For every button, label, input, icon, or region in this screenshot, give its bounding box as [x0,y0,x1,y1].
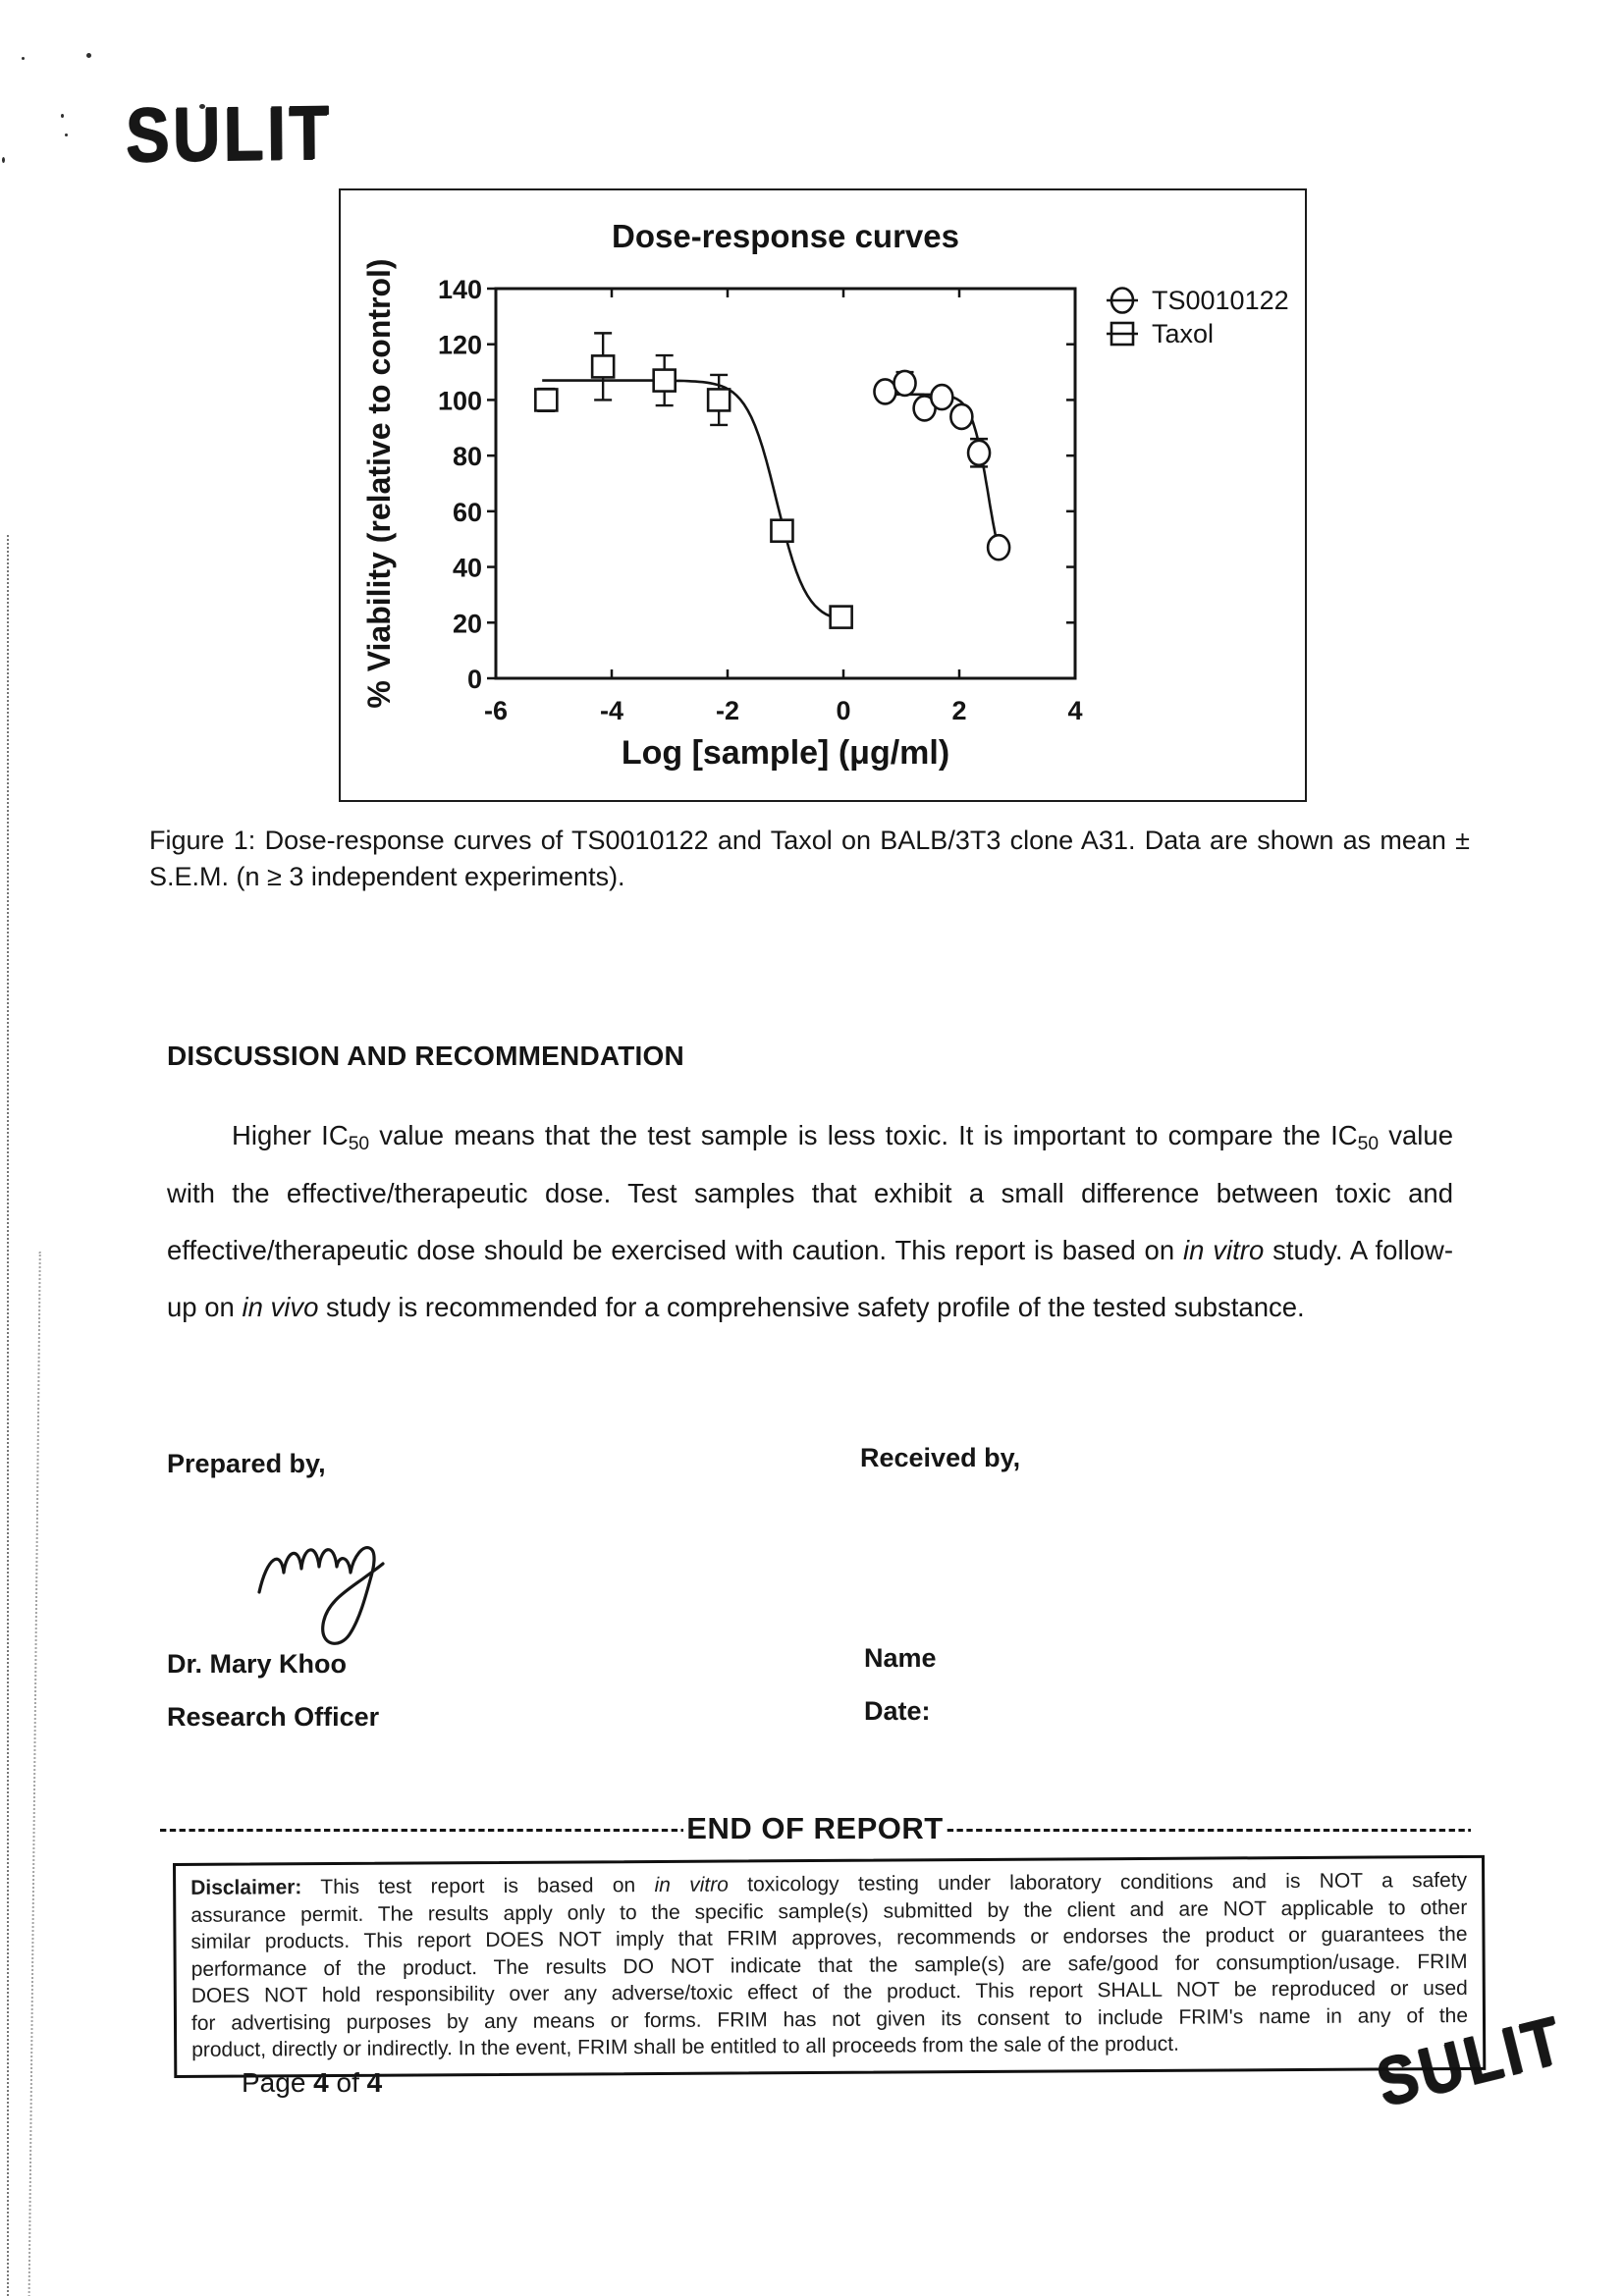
svg-text:60: 60 [453,498,482,527]
svg-text:100: 100 [438,386,482,415]
discussion-heading: DISCUSSION AND RECOMMENDATION [167,1041,684,1071]
svg-text:-4: -4 [600,696,623,725]
svg-text:Log [sample] (μg/ml): Log [sample] (μg/ml) [622,734,949,772]
svg-text:Taxol: Taxol [1152,319,1214,348]
sulit-stamp-top: SULIT [125,88,334,178]
prepared-name: Dr. Mary Khoo [167,1649,348,1679]
prepared-title: Research Officer [167,1702,380,1732]
discussion-paragraph: Higher IC50 value means that the test sa… [167,1120,1453,1323]
scan-artifact [86,53,91,58]
scan-artifact [61,114,64,118]
svg-text:140: 140 [438,275,482,304]
svg-text:TS0010122: TS0010122 [1152,286,1289,315]
disclaimer-box: Disclaimer: This test report is based on… [173,1854,1487,2078]
scan-artifact-line [7,535,9,2296]
end-of-report-label: END OF REPORT [686,1811,944,1845]
page-number: Page 4 of 4 [242,2067,383,2098]
svg-text:4: 4 [1067,696,1082,725]
svg-text:-6: -6 [484,696,508,725]
svg-text:% Viability (relative to contr: % Viability (relative to control) [361,258,397,708]
end-of-report-dashes-right: ----------------------------------------… [946,1814,1471,1842]
svg-text:2: 2 [951,696,966,725]
figure-caption: Figure 1: Dose-response curves of TS0010… [149,823,1475,896]
svg-text:0: 0 [836,696,850,725]
svg-text:-2: -2 [716,696,739,725]
received-by-label: Received by, [860,1443,1021,1472]
scan-artifact [65,133,68,136]
scan-artifact [2,157,5,163]
svg-text:80: 80 [453,442,482,471]
scan-artifact-line [27,1252,41,2296]
received-name-label: Name [864,1643,937,1673]
svg-text:20: 20 [453,609,482,638]
svg-text:0: 0 [467,665,482,694]
figure-caption-text: Figure 1: Dose-response curves of TS0010… [149,826,1470,892]
svg-text:40: 40 [453,554,482,583]
svg-text:Dose-response curves: Dose-response curves [612,218,959,254]
scan-artifact [199,104,205,109]
svg-text:120: 120 [438,331,482,360]
signature [257,1546,385,1645]
dose-response-chart: -6 -4 -2 0 2 4020406080100120140Dose-response… [361,218,1289,772]
figure-box: -6 -4 -2 0 2 4 0 20 40 60 80 100 120 140 Dose-response… [339,188,1307,802]
scan-artifact [22,57,25,60]
prepared-by-label: Prepared by, [167,1449,326,1478]
received-date-label: Date: [864,1696,931,1726]
end-of-report-dashes-left: ----------------------------------------… [159,1814,684,1842]
end-of-report-divider: ----------------------------------------… [159,1811,1471,1846]
